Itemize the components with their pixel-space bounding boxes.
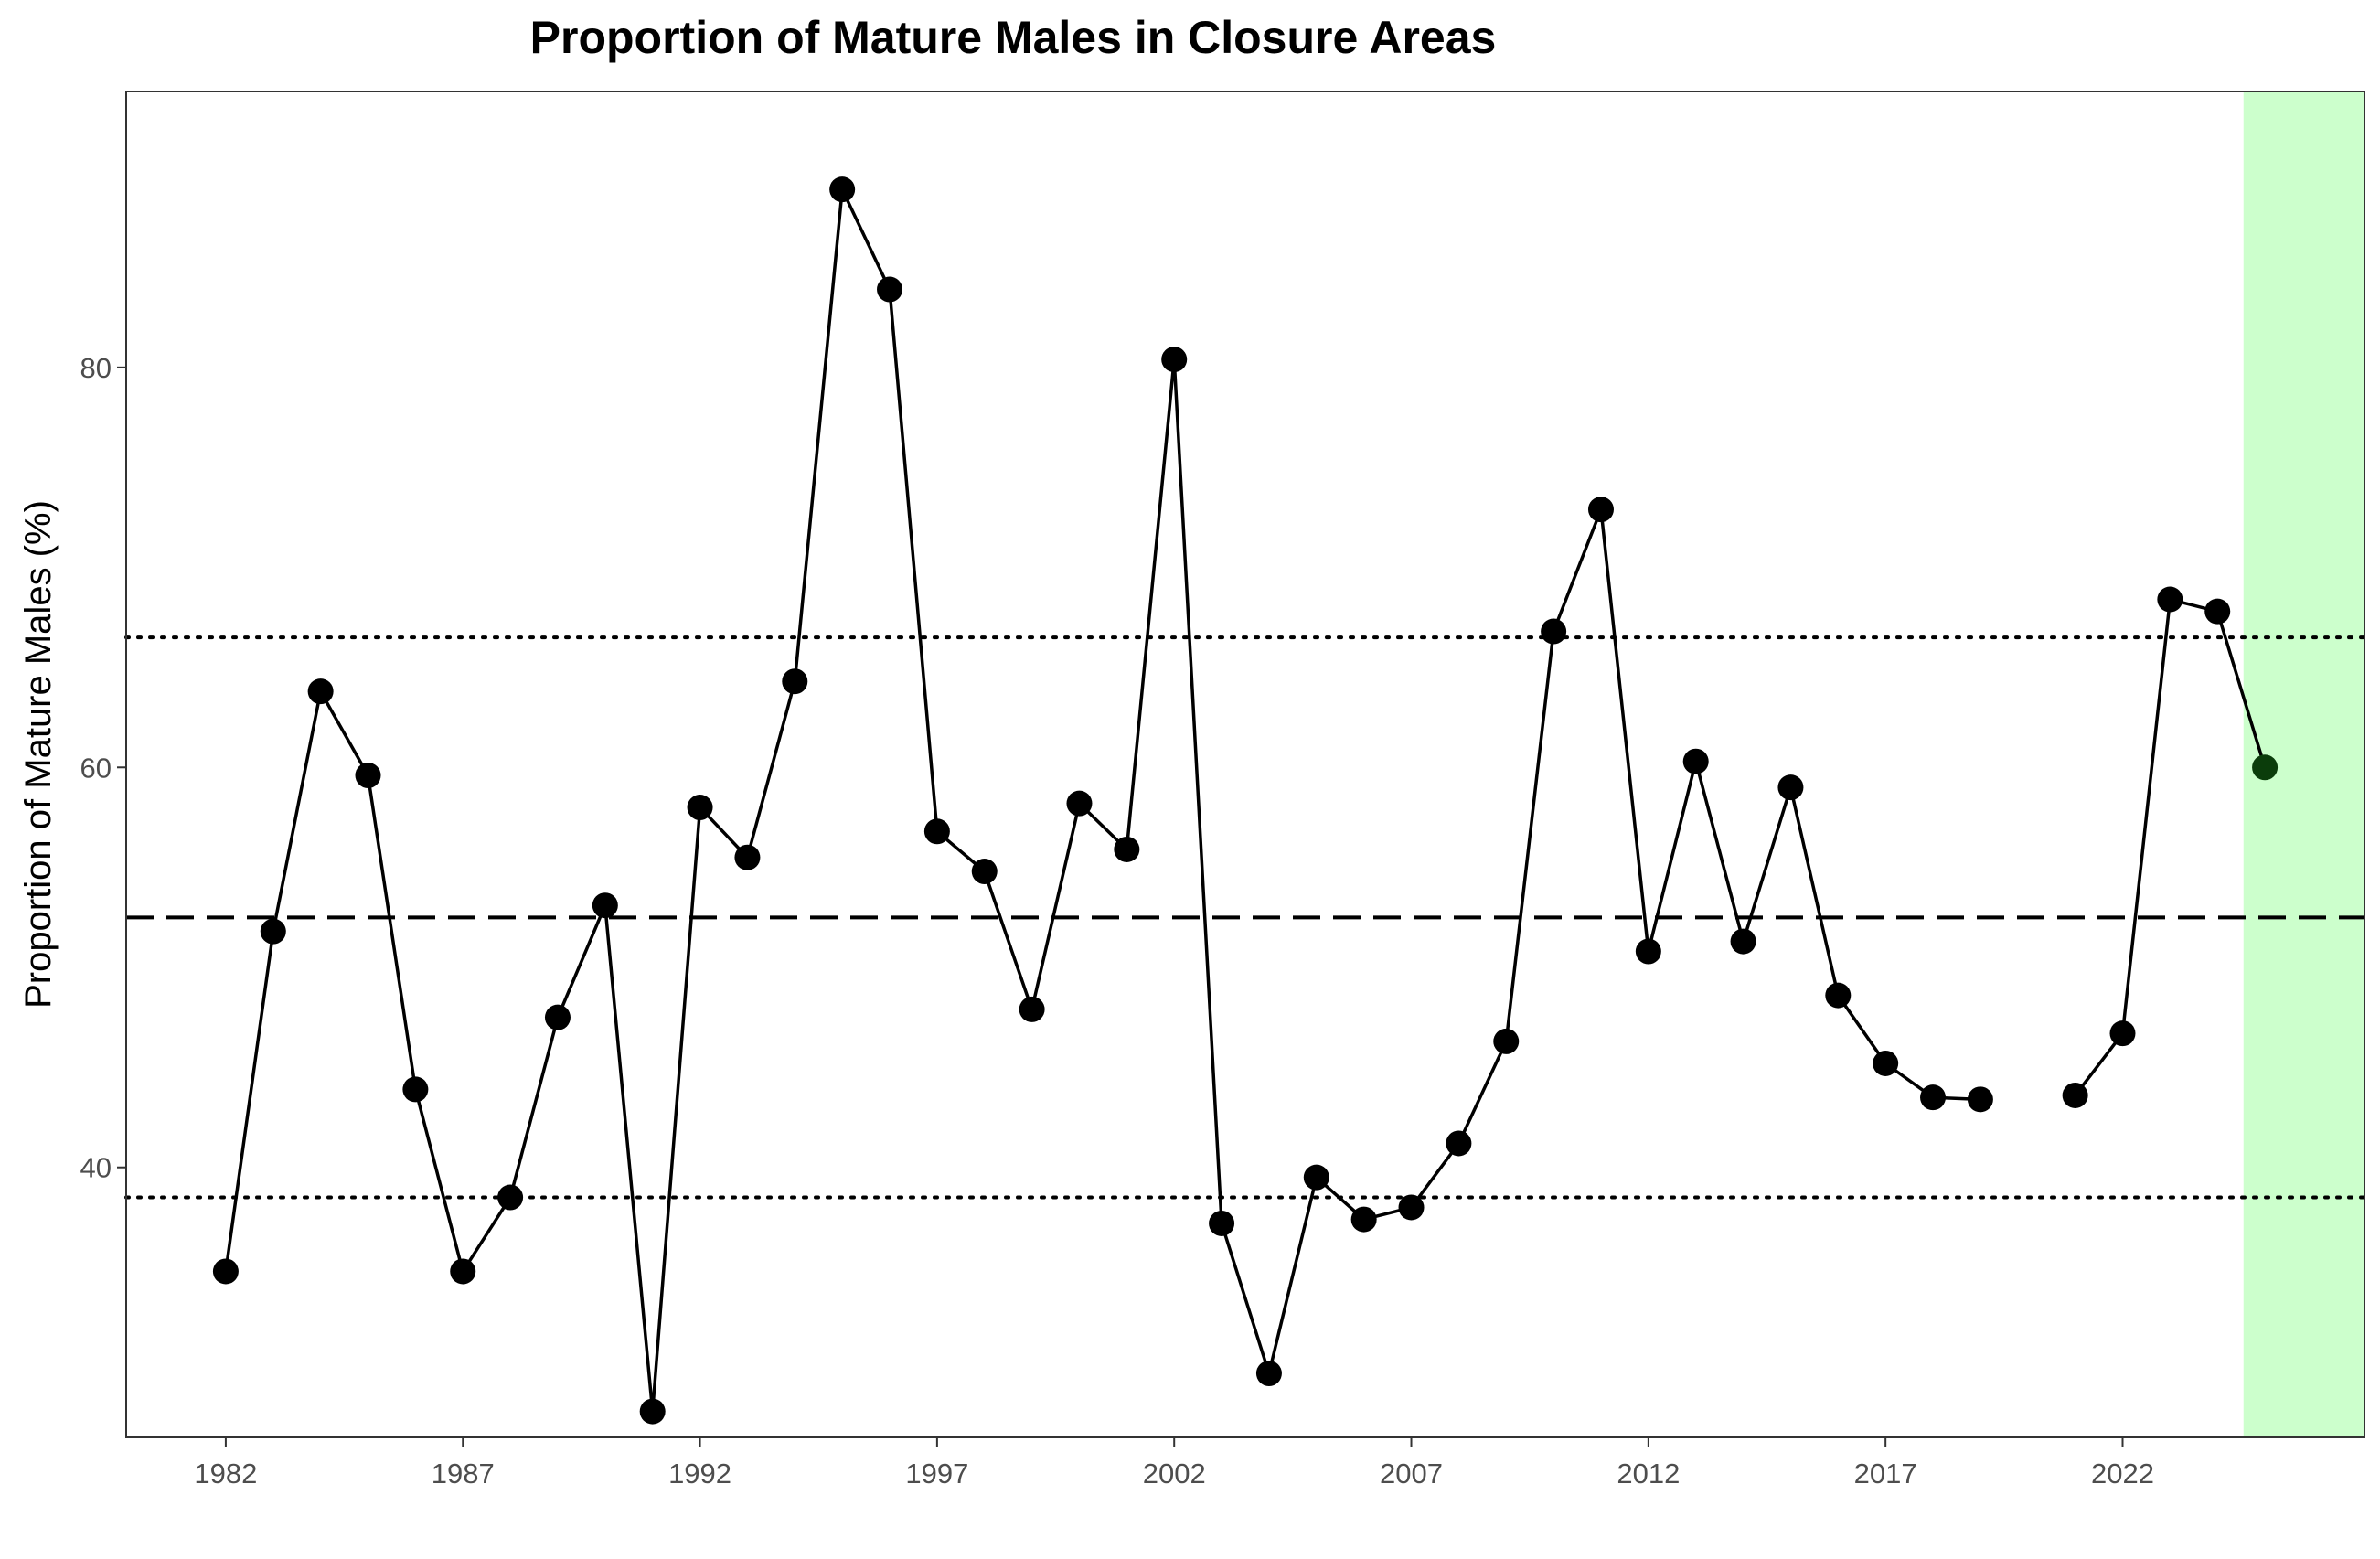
data-point-2019	[1967, 1086, 1993, 1113]
plot-area: 1982 1987 1992 1997 2002 2007 2012 2017 2022 40 60…	[80, 91, 2366, 1490]
data-point-2007	[1398, 1194, 1425, 1221]
data-point-2010	[1541, 618, 1567, 645]
series-line-segment-1	[2074, 597, 2267, 1097]
data-point-2000	[1066, 790, 1093, 817]
data-point-1989	[544, 1004, 571, 1030]
data-point-1984	[307, 678, 334, 705]
data-point-2009	[1493, 1028, 1520, 1054]
data-point-1991	[639, 1398, 666, 1425]
data-point-1994	[782, 668, 808, 695]
data-point-1990	[592, 892, 618, 919]
data-point-2022	[2109, 1020, 2136, 1047]
data-point-1982	[212, 1258, 239, 1285]
panel-border	[125, 91, 2365, 1438]
data-point-2014	[1730, 928, 1756, 955]
y-axis-title: Proportion of Mature Males (%)	[18, 500, 59, 1009]
data-point-2017	[1873, 1050, 1899, 1076]
x-tick-label-1982: 1982	[194, 1458, 257, 1490]
chart-title: Proportion of Mature Males in Closure Ar…	[530, 12, 1497, 63]
y-tick-label-60: 60	[80, 752, 112, 784]
x-tick-label-1997: 1997	[905, 1458, 968, 1490]
series-line-segment-0	[224, 187, 1980, 1414]
x-tick-label-2007: 2007	[1380, 1458, 1443, 1490]
data-point-1992	[687, 795, 713, 821]
data-point-1987	[450, 1258, 476, 1285]
data-point-1999	[1019, 996, 1045, 1022]
data-point-2004	[1255, 1361, 1282, 1387]
data-point-2012	[1635, 938, 1661, 965]
data-point-2001	[1114, 836, 1140, 862]
data-point-2013	[1682, 748, 1709, 774]
data-point-1998	[971, 859, 998, 885]
data-point-1995	[829, 176, 856, 203]
data-point-2002	[1161, 347, 1188, 373]
data-point-2011	[1587, 497, 1614, 523]
x-tick-label-2002: 2002	[1143, 1458, 1206, 1490]
data-point-2015	[1777, 774, 1804, 801]
x-tick-label-1987: 1987	[432, 1458, 495, 1490]
data-point-2003	[1209, 1210, 1235, 1236]
data-point-2021	[2062, 1082, 2088, 1108]
x-tick-label-2022: 2022	[2091, 1458, 2154, 1490]
x-tick-label-1992: 1992	[668, 1458, 731, 1490]
data-point-1993	[734, 844, 761, 870]
y-tick-label-80: 80	[80, 352, 112, 384]
data-point-2016	[1825, 982, 1852, 1009]
data-point-2018	[1920, 1084, 1947, 1111]
x-tick-label-2017: 2017	[1854, 1458, 1917, 1490]
data-point-1988	[497, 1184, 524, 1211]
data-point-2025	[2252, 754, 2279, 781]
data-point-2006	[1350, 1206, 1377, 1233]
data-point-1996	[877, 276, 903, 303]
data-point-1997	[923, 818, 950, 845]
data-point-2023	[2157, 586, 2183, 613]
data-point-1985	[355, 763, 381, 789]
y-tick-label-40: 40	[80, 1152, 112, 1184]
data-point-1983	[260, 918, 286, 945]
data-point-2005	[1303, 1164, 1329, 1191]
data-point-2024	[2204, 598, 2231, 625]
x-tick-label-2012: 2012	[1617, 1458, 1680, 1490]
data-point-1986	[402, 1076, 429, 1103]
data-point-2008	[1446, 1130, 1472, 1157]
